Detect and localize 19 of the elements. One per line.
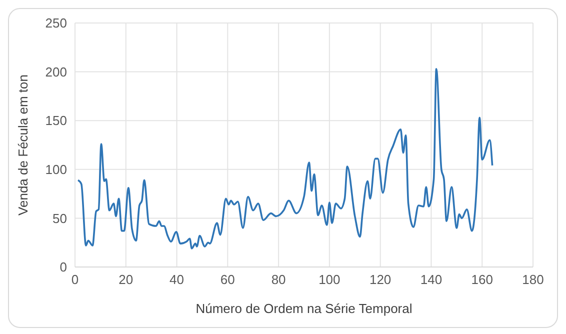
x-tick-label: 80: [271, 272, 286, 288]
y-tick-label: 150: [45, 113, 67, 128]
y-tick-label: 200: [45, 64, 67, 80]
x-tick-label: 60: [220, 272, 235, 288]
x-axis-title: Número de Ordem na Série Temporal: [196, 301, 412, 316]
x-tick-label: 120: [369, 272, 392, 288]
x-tick-label: 100: [318, 272, 340, 288]
y-tick-label: 0: [60, 260, 67, 275]
y-axis-title: Venda de Fécula em ton: [16, 74, 31, 216]
x-tick-label: 140: [420, 272, 442, 288]
x-tick-label: 160: [471, 272, 493, 288]
x-tick-label: 40: [170, 272, 184, 288]
line-series: [77, 68, 494, 250]
x-tick-label: 0: [71, 272, 79, 288]
y-tick-label: 100: [45, 162, 67, 178]
y-tick-label: 50: [52, 210, 67, 226]
x-tick-label: 20: [118, 272, 134, 288]
y-tick-label: 250: [45, 16, 67, 31]
x-tick-label: 180: [522, 272, 544, 288]
